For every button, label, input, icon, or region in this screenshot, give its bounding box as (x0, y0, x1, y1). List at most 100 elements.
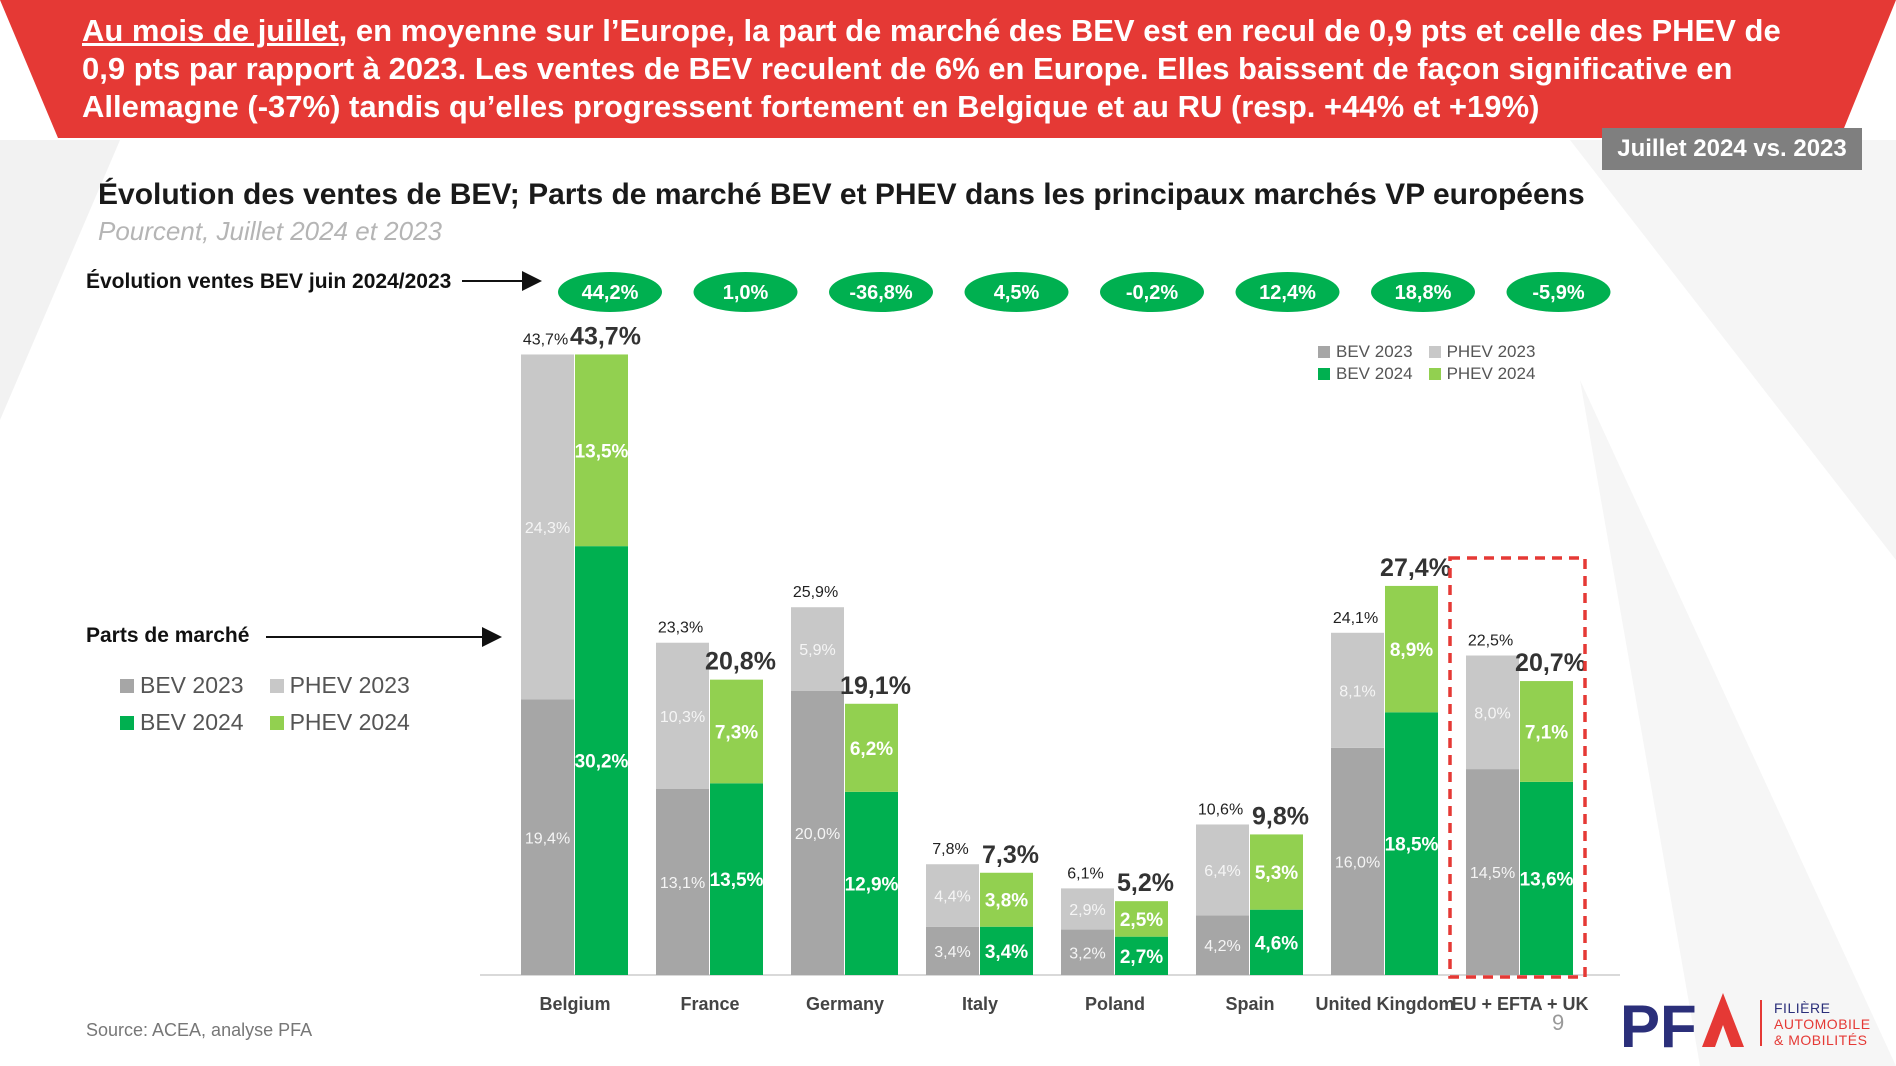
data-label-phev2023: 2,9% (1069, 902, 1105, 919)
logo-line: & MOBILITÉS (1774, 1032, 1868, 1048)
total-label-2024: 19,1% (840, 672, 911, 700)
logo-line: AUTOMOBILE (1774, 1016, 1871, 1032)
pfa-logo: PF (1620, 993, 1744, 1057)
bar-bev2024 (1520, 781, 1573, 975)
headline-text: Au mois de juillet, en moyenne sur l’Eur… (82, 12, 1782, 126)
bar-bev2024 (1115, 936, 1168, 975)
data-label-bev2024: 4,6% (1255, 933, 1298, 954)
legend-label: PHEV 2023 (289, 672, 410, 698)
swatch-phev2024 (269, 715, 284, 730)
legend-item-bev2024: BEV 2024 (120, 709, 244, 736)
total-label-2024: 7,3% (982, 841, 1039, 869)
bar-bev2023 (791, 691, 844, 975)
total-label-2023: 23,3% (658, 620, 703, 637)
bar-phev2023 (926, 864, 979, 927)
legend-label: BEV 2023 (1336, 342, 1413, 361)
source-note: Source: ACEA, analyse PFA (86, 1020, 313, 1040)
evolution-value: -5,9% (1532, 282, 1584, 304)
evolution-value: -0,2% (1126, 282, 1178, 304)
total-label-2024: 43,7% (570, 322, 641, 350)
chart-subtitle: Pourcent, Juillet 2024 et 2023 (98, 216, 443, 246)
total-label-2024: 20,7% (1515, 649, 1586, 677)
legend-label: BEV 2024 (1336, 364, 1413, 383)
swatch-phev2024 (1428, 368, 1441, 380)
bar-phev2023 (656, 642, 709, 789)
data-label-bev2023: 19,4% (525, 830, 570, 847)
bar-bev2024 (845, 791, 898, 975)
evolution-value: 18,8% (1395, 282, 1452, 304)
bar-phev2023 (1061, 888, 1114, 930)
swatch-phev2023 (1428, 346, 1441, 358)
bar-phev2023 (1466, 655, 1519, 770)
bar-bev2024 (1250, 909, 1303, 975)
data-label-bev2024: 30,2% (575, 752, 629, 773)
chart-title: Évolution des ventes de BEV; Parts de ma… (98, 178, 1585, 211)
data-label-phev2023: 8,1% (1339, 683, 1375, 700)
total-label-2023: 10,6% (1198, 801, 1243, 818)
category-label: Spain (1225, 994, 1274, 1014)
legend-item-bev2024: BEV 2024 (1318, 364, 1413, 384)
headline-highlight: Au mois de juillet (82, 13, 339, 48)
headline-body: , en moyenne sur l’Europe, la part de ma… (82, 13, 1781, 124)
data-label-bev2024: 2,7% (1120, 947, 1163, 968)
swatch-bev2023 (120, 678, 134, 693)
data-label-phev2023: 4,4% (934, 888, 970, 905)
market-share-label: Parts de marché (86, 624, 250, 647)
total-label-2023: 25,9% (793, 584, 838, 601)
bar-bev2024 (575, 546, 628, 975)
evolution-value: 4,5% (994, 282, 1040, 304)
evolution-value: 1,0% (723, 282, 769, 304)
total-label-2024: 27,4% (1380, 554, 1451, 582)
bar-bev2023 (1196, 915, 1249, 975)
bar-bev2024 (1385, 712, 1438, 975)
legend-item-phev2024: PHEV 2024 (1428, 364, 1535, 384)
data-label-bev2024: 3,4% (985, 942, 1028, 963)
period-badge: Juillet 2024 vs. 2023 (1602, 128, 1862, 170)
data-label-bev2023: 20,0% (795, 826, 840, 843)
legend-item-bev2023: BEV 2023 (1318, 342, 1413, 362)
logo-line: FILIÈRE (1774, 1000, 1831, 1016)
category-label: Italy (962, 994, 998, 1014)
data-label-bev2024: 18,5% (1385, 835, 1439, 856)
evolution-pill (558, 272, 662, 312)
data-label-bev2024: 12,9% (845, 874, 899, 895)
category-label: United Kingdom (1316, 994, 1455, 1014)
bar-phev2023 (521, 354, 574, 700)
total-label-2024: 9,8% (1252, 802, 1309, 830)
evolution-row-label: Évolution ventes BEV juin 2024/2023 (86, 270, 452, 293)
legend-left: BEV 2023 PHEV 2023 BEV 2024 PHEV 2024 (120, 672, 410, 746)
swatch-phev2023 (269, 678, 284, 693)
highlight-box (1448, 556, 1587, 979)
total-label-2023: 24,1% (1333, 610, 1378, 627)
bar-phev2023 (1196, 824, 1249, 916)
data-label-phev2024: 3,8% (985, 891, 1028, 912)
bar-phev2024 (845, 703, 898, 792)
bar-bev2023 (1466, 769, 1519, 975)
bar-phev2024 (1520, 681, 1573, 782)
bar-phev2024 (710, 679, 763, 784)
category-label: France (680, 994, 739, 1014)
total-label-2024: 20,8% (705, 648, 776, 676)
bar-phev2024 (575, 354, 628, 547)
total-label-2023: 6,1% (1067, 865, 1103, 882)
bar-bev2023 (656, 788, 709, 975)
logo-a-shape (1702, 993, 1744, 1047)
bar-phev2023 (1331, 632, 1384, 748)
bar-bev2024 (980, 926, 1033, 975)
data-label-phev2023: 5,9% (799, 642, 835, 659)
bar-phev2024 (1385, 585, 1438, 713)
data-label-phev2024: 2,5% (1120, 910, 1163, 931)
bar-bev2023 (1331, 747, 1384, 975)
data-label-phev2024: 7,1% (1525, 722, 1568, 743)
data-label-bev2023: 3,4% (934, 944, 970, 961)
total-label-2023: 7,8% (932, 841, 968, 858)
logo-text: FILIÈRE AUTOMOBILE & MOBILITÉS (1774, 1000, 1871, 1048)
data-label-phev2023: 8,0% (1474, 705, 1510, 722)
total-label-2023: 22,5% (1468, 633, 1513, 650)
legend-label: PHEV 2024 (289, 709, 410, 735)
legend-item-phev2023: PHEV 2023 (1428, 342, 1535, 362)
legend-label: BEV 2023 (140, 672, 244, 698)
evolution-value: -36,8% (849, 282, 913, 304)
evolution-pill (1235, 272, 1340, 312)
bar-phev2024 (1115, 901, 1168, 937)
